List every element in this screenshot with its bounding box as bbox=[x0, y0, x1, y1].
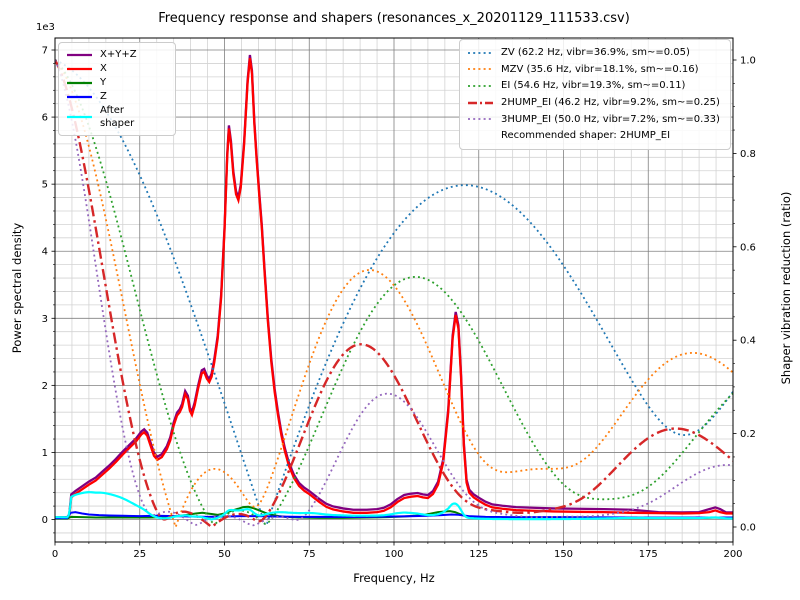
legend-label: ZV (62.2 Hz, vibr=36.9%, sm~=0.05) bbox=[501, 47, 690, 59]
svg-text:6: 6 bbox=[42, 113, 48, 124]
legend-item-2hump_ei: 2HUMP_EI (46.2 Hz, vibr=9.2%, sm~=0.25) bbox=[467, 95, 723, 111]
svg-text:0: 0 bbox=[42, 515, 48, 526]
legend-label: X bbox=[100, 63, 107, 74]
svg-text:2: 2 bbox=[42, 381, 48, 392]
legend-item-x-y-z: X+Y+Z bbox=[66, 48, 168, 61]
legend-item-3hump_ei: 3HUMP_EI (50.0 Hz, vibr=7.2%, sm~=0.33) bbox=[467, 111, 723, 127]
legend-item-after-shaper: After shaper bbox=[66, 104, 168, 130]
svg-text:0: 0 bbox=[52, 549, 58, 560]
legend-label: 2HUMP_EI (46.2 Hz, vibr=9.2%, sm~=0.25) bbox=[501, 97, 720, 109]
svg-text:0.4: 0.4 bbox=[740, 336, 756, 347]
legend-line-sample bbox=[468, 68, 493, 71]
svg-text:75: 75 bbox=[303, 549, 316, 560]
svg-text:25: 25 bbox=[133, 549, 146, 560]
legend-psd: X+Y+Z X Y Z After shaper bbox=[58, 42, 176, 136]
tick-labels: 0 25 50 75 100 125 150 175 200 0 1 2 3 4 5 6 7 0.0 0.2 0.4 0… bbox=[42, 46, 756, 560]
x-axis-label: Frequency, Hz bbox=[353, 571, 435, 585]
svg-text:0.8: 0.8 bbox=[740, 149, 756, 160]
legend-item-y: Y bbox=[66, 76, 168, 89]
curve-shaper-mzv bbox=[55, 59, 733, 530]
y-axis-left-label: Power spectral density bbox=[10, 222, 24, 354]
svg-text:4: 4 bbox=[42, 247, 48, 258]
svg-text:150: 150 bbox=[554, 549, 573, 560]
svg-text:5: 5 bbox=[42, 180, 48, 191]
legend-line-sample bbox=[67, 81, 92, 84]
svg-text:0.6: 0.6 bbox=[740, 242, 756, 253]
legend-line-sample bbox=[468, 101, 493, 104]
legend-recommended-shaper: Recommended shaper: 2HUMP_EI bbox=[467, 128, 723, 144]
legend-item-z: Z bbox=[66, 90, 168, 103]
legend-line-sample bbox=[67, 53, 92, 56]
y-axis-right-label: Shaper vibration reduction (ratio) bbox=[779, 191, 793, 385]
legend-label: 3HUMP_EI (50.0 Hz, vibr=7.2%, sm~=0.33) bbox=[501, 113, 720, 125]
svg-text:1: 1 bbox=[42, 448, 48, 459]
svg-text:125: 125 bbox=[469, 549, 488, 560]
svg-text:50: 50 bbox=[218, 549, 231, 560]
legend-line-sample bbox=[67, 67, 92, 70]
svg-text:0.0: 0.0 bbox=[740, 523, 756, 534]
svg-text:175: 175 bbox=[639, 549, 658, 560]
legend-line-sample bbox=[67, 115, 92, 119]
svg-text:200: 200 bbox=[723, 549, 742, 560]
legend-label: Y bbox=[100, 77, 107, 88]
curve-shaper-zv bbox=[55, 59, 733, 526]
curve-after-shaper bbox=[55, 491, 733, 521]
svg-text:0.2: 0.2 bbox=[740, 429, 756, 440]
legend-item-zv: ZV (62.2 Hz, vibr=36.9%, sm~=0.05) bbox=[467, 45, 723, 61]
chart-title: Frequency response and shapers (resonanc… bbox=[158, 11, 630, 26]
svg-text:1.0: 1.0 bbox=[740, 56, 756, 67]
legend-item-mzv: MZV (35.6 Hz, vibr=18.1%, sm~=0.16) bbox=[467, 62, 723, 78]
curves bbox=[55, 54, 733, 530]
legend-item-ei: EI (54.6 Hz, vibr=19.3%, sm~=0.11) bbox=[467, 78, 723, 94]
legend-shapers: ZV (62.2 Hz, vibr=36.9%, sm~=0.05) MZV (3… bbox=[459, 39, 731, 150]
legend-label: MZV (35.6 Hz, vibr=18.1%, sm~=0.16) bbox=[501, 63, 699, 75]
legend-label: Recommended shaper: 2HUMP_EI bbox=[501, 130, 671, 142]
legend-label: After shaper bbox=[100, 105, 135, 129]
legend-line-sample bbox=[468, 118, 493, 121]
legend-line-sample bbox=[468, 85, 493, 87]
legend-line-sample bbox=[67, 95, 92, 98]
legend-label: Z bbox=[100, 91, 107, 102]
svg-text:3: 3 bbox=[42, 314, 48, 325]
svg-text:100: 100 bbox=[384, 549, 403, 560]
legend-label: EI (54.6 Hz, vibr=19.3%, sm~=0.11) bbox=[501, 80, 686, 92]
y-axis-offset-text: 1e3 bbox=[36, 22, 55, 33]
curve-shaper-ei bbox=[55, 59, 733, 525]
axes bbox=[51, 37, 737, 546]
legend-item-x: X bbox=[66, 62, 168, 75]
legend-label: X+Y+Z bbox=[100, 49, 137, 60]
svg-text:7: 7 bbox=[42, 46, 48, 57]
legend-line-sample bbox=[468, 51, 493, 54]
